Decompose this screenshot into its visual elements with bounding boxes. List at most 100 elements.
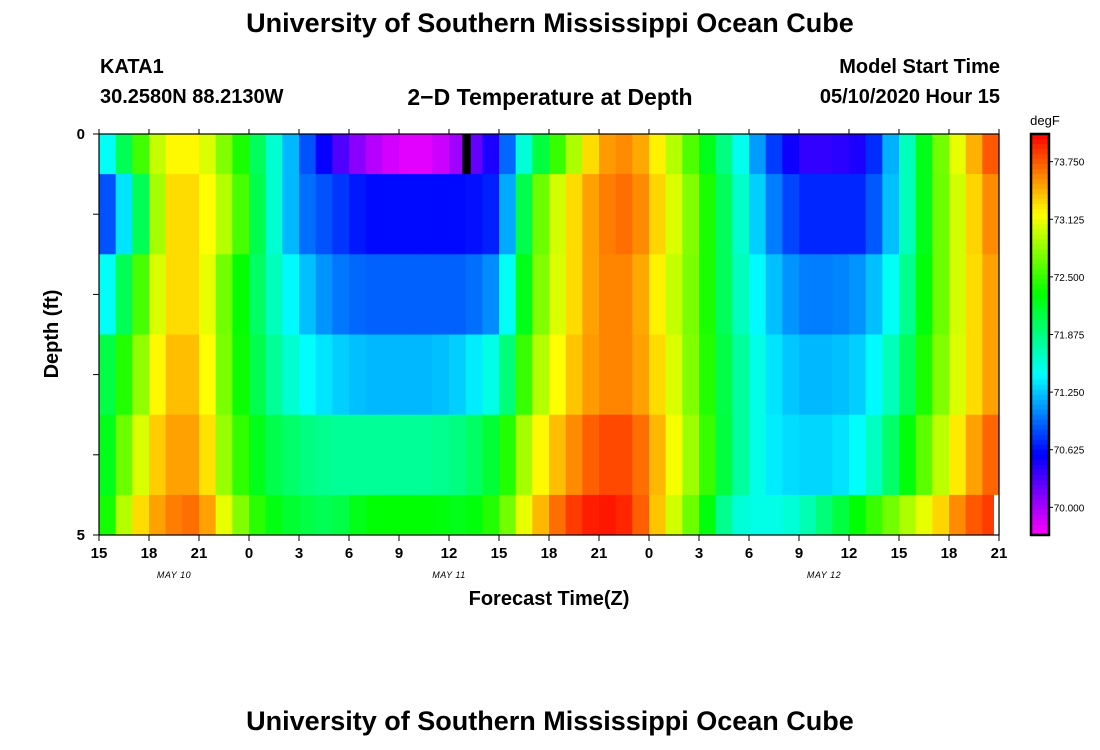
heatmap-cell — [815, 494, 833, 536]
x-tick-label: 15 — [891, 545, 908, 562]
heatmap-cell — [965, 334, 983, 416]
heatmap-cell — [365, 254, 383, 335]
colorbar-segment — [1031, 469, 1049, 476]
x-tick-label: 6 — [345, 545, 353, 562]
heatmap-cell — [482, 414, 500, 496]
heatmap-cell — [982, 174, 1000, 255]
heatmap-cell — [199, 494, 217, 536]
heatmap-cell — [449, 254, 467, 335]
heatmap-cell — [749, 414, 767, 496]
heatmap-cell — [549, 134, 567, 175]
colorbar-segment — [1031, 494, 1049, 501]
colorbar-segment — [1031, 504, 1049, 511]
x-tick-label: 3 — [295, 545, 303, 562]
colorbar-segment — [1031, 344, 1049, 351]
heatmap-cell — [115, 414, 133, 496]
heatmap-cell — [749, 334, 767, 416]
colorbar-segment — [1031, 424, 1049, 431]
heatmap-cell — [182, 334, 200, 416]
heatmap-cell — [982, 134, 1000, 175]
heatmap-cell — [315, 334, 333, 416]
colorbar-segment — [1031, 314, 1049, 321]
heatmap-cell — [215, 174, 233, 255]
colorbar-segment — [1031, 399, 1049, 406]
heatmap-cell — [232, 254, 250, 335]
heatmap-cell — [349, 494, 367, 536]
colorbar-segment — [1031, 139, 1049, 145]
heatmap-cell — [532, 174, 550, 255]
colorbar-segment — [1031, 134, 1049, 140]
heatmap-cell — [249, 134, 267, 175]
heatmap-cell — [165, 254, 183, 335]
heatmap-cell — [765, 174, 783, 255]
station-id: KATA1 — [100, 56, 164, 78]
heatmap-cell — [549, 174, 567, 255]
heatmap-cell — [682, 334, 700, 416]
heatmap-cell — [115, 334, 133, 416]
heatmap-cell — [749, 254, 767, 335]
heatmap-cell — [382, 334, 400, 416]
heatmap-cell — [382, 494, 400, 536]
heatmap-cell — [332, 334, 350, 416]
heatmap-cell — [732, 334, 750, 416]
heatmap-cell — [949, 494, 967, 536]
heatmap-cell — [249, 174, 267, 255]
heatmap-cell — [715, 414, 733, 496]
heatmap-cell — [965, 414, 983, 496]
colorbar-segment — [1031, 334, 1049, 341]
heatmap-cell — [399, 494, 417, 536]
heatmap-cell — [965, 494, 983, 536]
colorbar-tick-label: 70.625 — [1054, 446, 1085, 457]
heatmap-cell — [99, 494, 117, 536]
x-tick-label: 12 — [841, 545, 858, 562]
x-tick-label: 0 — [245, 545, 253, 562]
heatmap-cell — [265, 134, 283, 175]
heatmap-cell — [932, 494, 950, 536]
heatmap-cell — [715, 174, 733, 255]
heatmap-cell — [649, 174, 667, 255]
colorbar-segment — [1031, 289, 1049, 295]
colorbar-tick-label: 72.500 — [1054, 273, 1085, 284]
colorbar-segment — [1031, 429, 1049, 436]
heatmap-cell — [382, 134, 400, 175]
heatmap-cell — [665, 134, 683, 175]
heatmap-cell — [465, 174, 483, 255]
heatmap-cell — [715, 254, 733, 335]
heatmap-cell — [282, 494, 300, 536]
heatmap-cell — [915, 494, 933, 536]
heatmap-cell — [782, 174, 800, 255]
date-labels: MAY 10 MAY 11 MAY 12 — [157, 570, 841, 580]
heatmap-cell — [899, 134, 917, 175]
colorbar-segment — [1031, 434, 1049, 441]
heatmap-cell — [232, 134, 250, 175]
colorbar-segment — [1031, 509, 1049, 516]
page-title: University of Southern Mississippi Ocean… — [246, 8, 854, 38]
y-tick-label: 0 — [77, 126, 85, 143]
heatmap-cell — [199, 134, 217, 175]
colorbar-segment — [1031, 484, 1049, 491]
heatmap-cell — [99, 134, 117, 175]
colorbar-segment — [1031, 274, 1049, 280]
heatmap-cell — [532, 334, 550, 416]
heatmap-cell — [382, 254, 400, 335]
heatmap-cell — [565, 134, 583, 175]
heatmap-cell — [415, 174, 433, 255]
heatmap-cell — [115, 254, 133, 335]
heatmap-cell — [915, 334, 933, 416]
colorbar-segment — [1031, 374, 1049, 381]
heatmap-cell — [799, 334, 817, 416]
heatmap-cell — [965, 134, 983, 175]
heatmap-cell — [782, 334, 800, 416]
model-start-value: 05/10/2020 Hour 15 — [819, 86, 1000, 108]
colorbar-segment — [1031, 309, 1049, 316]
heatmap-cell — [449, 494, 467, 536]
heatmap-cell — [499, 254, 517, 335]
heatmap-cell — [382, 414, 400, 496]
heatmap-cell — [649, 254, 667, 335]
heatmap-cell — [132, 414, 150, 496]
heatmap-cell — [732, 414, 750, 496]
heatmap-cell — [299, 254, 317, 335]
heatmap-cell — [265, 174, 283, 255]
heatmap-cell — [132, 494, 150, 536]
colorbar-segment — [1031, 174, 1049, 180]
